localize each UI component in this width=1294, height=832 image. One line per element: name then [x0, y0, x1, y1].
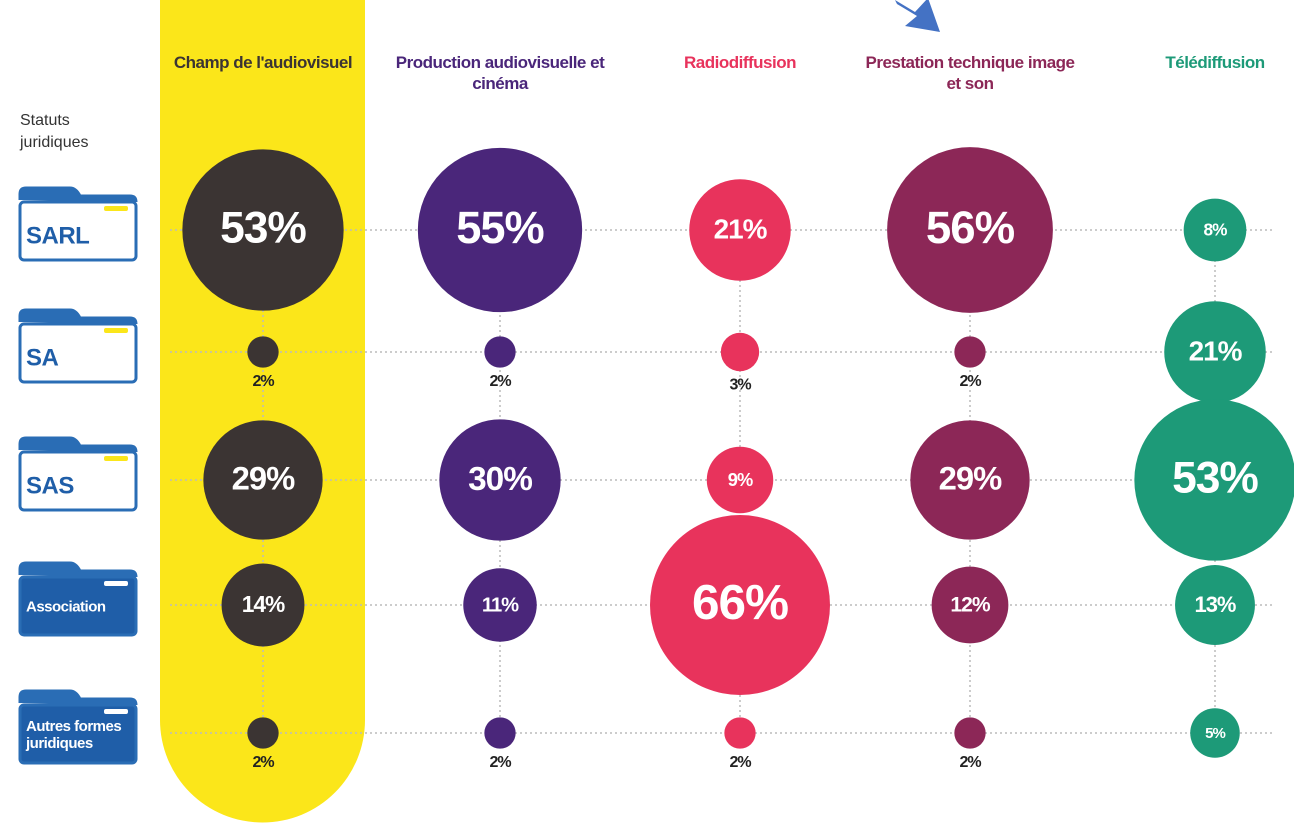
bubble	[724, 717, 756, 749]
folder-stripe	[104, 709, 128, 714]
value-label: 29%	[232, 460, 295, 497]
bubble	[910, 420, 1030, 540]
bubble	[1183, 198, 1247, 262]
column-header: Champ de l'audiovisuel	[173, 53, 353, 72]
bubble	[720, 332, 760, 372]
bubble	[1134, 399, 1294, 561]
value-label: 2%	[959, 373, 981, 390]
value-label: 2%	[489, 754, 511, 771]
row-label: Association	[26, 598, 106, 616]
value-label: 3%	[729, 376, 751, 393]
bubble	[1175, 565, 1255, 645]
value-label: 21%	[714, 213, 768, 244]
folder-stripe	[104, 456, 128, 461]
folder-stripe	[104, 581, 128, 586]
bubble	[484, 717, 516, 749]
bubble	[887, 147, 1053, 313]
value-label: 2%	[729, 754, 751, 771]
folder-body	[18, 322, 138, 384]
row-label: SA	[26, 344, 59, 372]
folder-body	[18, 200, 138, 262]
folder-stripe	[104, 206, 128, 211]
bubble	[417, 147, 583, 313]
value-label: 56%	[926, 202, 1015, 253]
bubble	[182, 149, 344, 311]
bubble	[954, 717, 986, 749]
bubble	[650, 515, 830, 695]
bubble	[439, 419, 561, 541]
bubble	[203, 420, 323, 540]
value-label: 5%	[1205, 725, 1225, 742]
bubble	[931, 566, 1009, 644]
bubble	[463, 568, 537, 642]
value-label: 21%	[1189, 335, 1243, 366]
value-label: 2%	[959, 754, 981, 771]
folder-tab	[18, 436, 138, 453]
column-header: Télédiffusion	[1165, 53, 1265, 72]
bubble	[247, 336, 279, 368]
value-label: 11%	[482, 594, 519, 616]
folder-tab	[18, 561, 138, 578]
folder-tab	[18, 186, 138, 203]
folder-stripe	[104, 328, 128, 333]
value-label: 55%	[456, 202, 543, 253]
row-axis-label: Statuts juridiques	[20, 112, 89, 151]
row-label: SAS	[26, 472, 74, 500]
column-header: Production audiovisuelle et cinéma	[395, 53, 605, 93]
bubble	[247, 717, 279, 749]
folder-icon	[18, 689, 138, 765]
folder-icon	[18, 186, 138, 262]
folder-tab	[18, 689, 138, 706]
bubble	[1190, 708, 1240, 758]
value-label: 14%	[242, 591, 285, 617]
folder-body	[18, 575, 138, 637]
value-label: 30%	[468, 461, 532, 498]
value-label: 2%	[252, 373, 274, 390]
bubble	[1164, 301, 1266, 403]
arrow	[895, 0, 940, 32]
value-label: 13%	[1195, 592, 1236, 617]
column-header: Prestation technique image et son	[865, 53, 1076, 93]
bubble	[484, 336, 516, 368]
row-label: Autres formes juridiques	[26, 718, 122, 752]
bubble	[221, 563, 305, 647]
value-label: 66%	[692, 575, 788, 630]
value-label: 2%	[252, 754, 274, 771]
folder-icon	[18, 436, 138, 512]
folder-tab	[18, 308, 138, 325]
folder-body	[18, 450, 138, 512]
folder-icon	[18, 308, 138, 384]
folder-icon	[18, 561, 138, 637]
column-header: Radiodiffusion	[684, 53, 796, 72]
value-label: 53%	[220, 204, 306, 253]
value-label: 12%	[950, 594, 990, 617]
value-label: 8%	[1204, 220, 1228, 240]
value-label: 9%	[728, 469, 753, 490]
value-label: 53%	[1172, 454, 1258, 503]
folder-body	[18, 703, 138, 765]
value-label: 2%	[489, 373, 511, 390]
row-label: SARL	[26, 222, 90, 250]
bubble	[954, 336, 986, 368]
value-label: 29%	[939, 460, 1002, 497]
bubble	[689, 179, 791, 281]
bubble	[706, 446, 774, 514]
